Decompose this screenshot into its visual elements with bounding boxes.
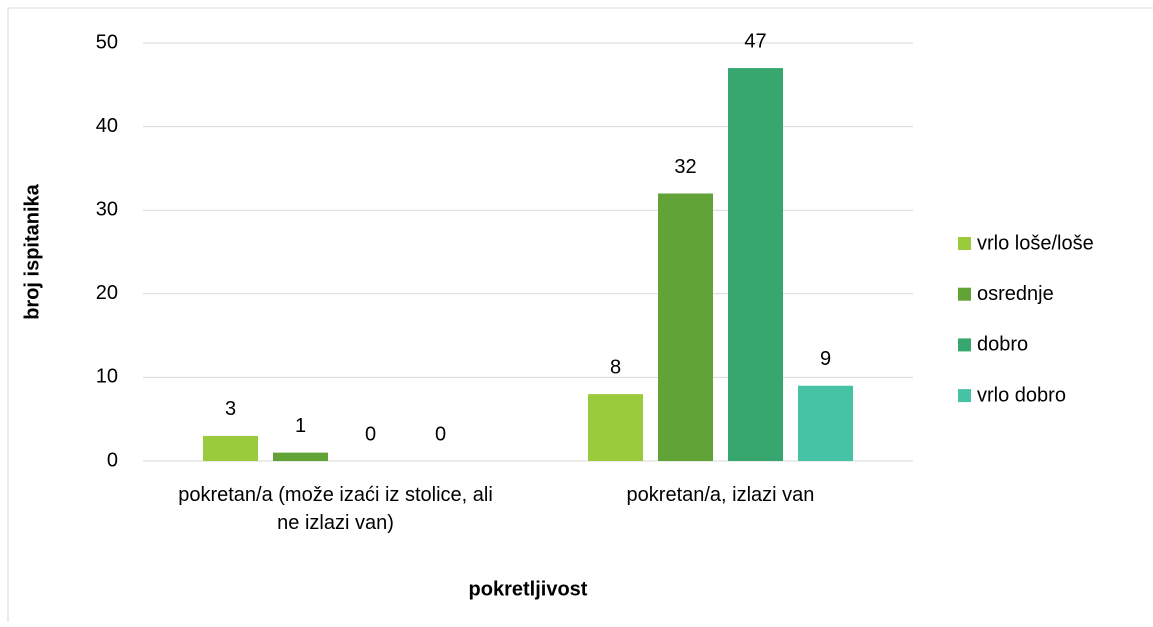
chart-border	[7, 7, 1153, 627]
y-tick-label: 20	[96, 282, 118, 304]
y-tick-label: 40	[96, 115, 118, 137]
y-axis-title: broj ispitanika	[21, 183, 43, 319]
bar	[203, 435, 258, 461]
legend-swatch	[958, 237, 971, 250]
legend-label: vrlo loše/loše	[977, 232, 1094, 254]
x-tick-label: pokretan/a (može izaći iz stolice, ali n…	[178, 484, 493, 534]
x-tick-label: pokretan/a, izlazi van	[626, 484, 815, 506]
x-tick-label-box: pokretan/a (može izaći iz stolice, ali n…	[178, 484, 493, 534]
y-tick-label: 50	[96, 31, 118, 53]
bar	[588, 394, 643, 461]
data-label: 3	[225, 398, 236, 420]
bar	[728, 68, 783, 461]
legend-swatch	[958, 389, 971, 403]
bar	[273, 452, 328, 461]
y-tick-label: 10	[96, 366, 118, 388]
bar	[658, 193, 713, 462]
legend-swatch	[958, 287, 971, 301]
y-tick-label: 30	[96, 198, 118, 220]
data-label: 9	[820, 348, 831, 370]
legend-label: osrednje	[977, 283, 1054, 305]
legend-label: dobro	[977, 334, 1028, 356]
bar	[798, 385, 853, 461]
y-tick-label: 0	[107, 449, 118, 471]
data-label: 32	[674, 156, 696, 178]
legend-label: vrlo dobro	[977, 384, 1066, 406]
x-tick-label-box: pokretan/a, izlazi van	[626, 484, 815, 506]
legend-swatch	[958, 338, 971, 352]
x-axis-title: pokretljivost	[469, 578, 588, 600]
data-label: 1	[295, 415, 306, 437]
data-label: 8	[610, 356, 621, 378]
data-label: 0	[435, 423, 446, 445]
data-label: 0	[365, 423, 376, 445]
data-label: 47	[744, 30, 766, 52]
